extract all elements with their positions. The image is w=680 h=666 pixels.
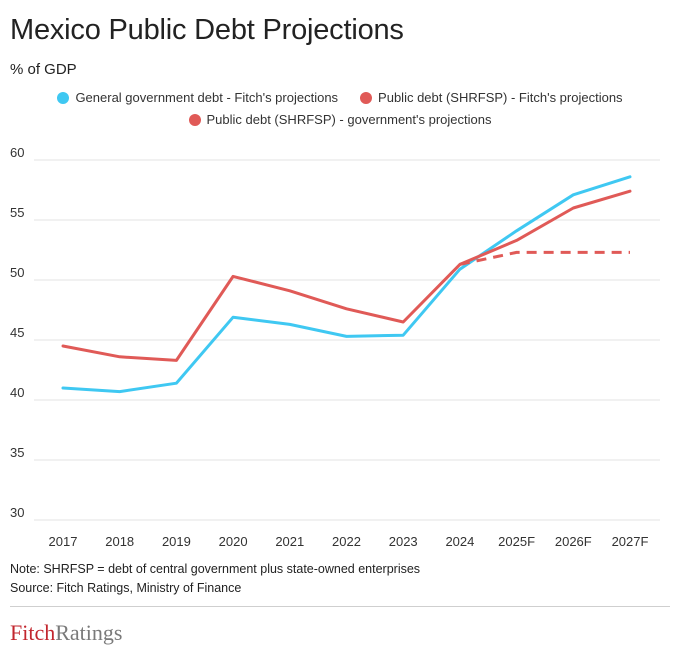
x-tick-label: 2026F (555, 534, 592, 549)
legend: General government debt - Fitch's projec… (0, 90, 680, 134)
y-tick-label: 40 (10, 385, 24, 400)
logo-ratings: Ratings (55, 620, 123, 645)
chart-subtitle: % of GDP (10, 61, 77, 78)
y-tick-label: 30 (10, 505, 24, 520)
x-tick-label: 2020 (219, 534, 248, 549)
x-tick-label: 2022 (332, 534, 361, 549)
y-axis-ticks: 30 35 40 45 50 55 60 (10, 145, 24, 520)
logo-fitch: Fitch (10, 620, 56, 645)
fitch-ratings-logo: FitchRatings (10, 620, 122, 646)
y-tick-label: 55 (10, 205, 24, 220)
legend-label: Public debt (SHRFSP) - government's proj… (206, 112, 492, 127)
y-tick-label: 50 (10, 265, 24, 280)
chart-title: Mexico Public Debt Projections (10, 14, 404, 46)
y-tick-label: 45 (10, 325, 24, 340)
legend-dot-icon (188, 113, 201, 126)
note-text: Note: SHRFSP = debt of central governmen… (10, 562, 421, 576)
x-tick-label: 2027F (612, 534, 649, 549)
series-line-1 (61, 189, 632, 362)
x-tick-label: 2018 (105, 534, 134, 549)
series-line-0 (61, 175, 632, 394)
series-lines (61, 175, 632, 394)
series-line-2 (459, 250, 630, 266)
legend-item-general-debt: General government debt - Fitch's projec… (57, 90, 338, 105)
legend-label: Public debt (SHRFSP) - Fitch's projectio… (378, 90, 623, 105)
x-tick-label: 2021 (275, 534, 304, 549)
legend-label: General government debt - Fitch's projec… (75, 90, 339, 105)
x-tick-label: 2019 (162, 534, 191, 549)
footnote: Note: SHRFSP = debt of central governmen… (10, 560, 420, 598)
x-axis-ticks: 2017 2018 2019 2020 2021 2022 2023 2024 2025F 202… (49, 534, 649, 549)
x-tick-label: 2024 (445, 534, 474, 549)
footer-divider (10, 606, 670, 607)
legend-dot-icon (360, 91, 373, 104)
x-tick-label: 2023 (389, 534, 418, 549)
y-tick-label: 60 (10, 145, 24, 160)
x-tick-label: 2025F (498, 534, 535, 549)
gridlines (34, 159, 660, 521)
y-tick-label: 35 (10, 445, 24, 460)
source-text: Source: Fitch Ratings, Ministry of Finan… (10, 581, 242, 595)
legend-item-shrfsp-government: Public debt (SHRFSP) - government's proj… (188, 112, 492, 127)
legend-item-shrfsp-fitch: Public debt (SHRFSP) - Fitch's projectio… (360, 90, 623, 105)
x-tick-label: 2017 (49, 534, 78, 549)
legend-dot-icon (57, 91, 70, 104)
